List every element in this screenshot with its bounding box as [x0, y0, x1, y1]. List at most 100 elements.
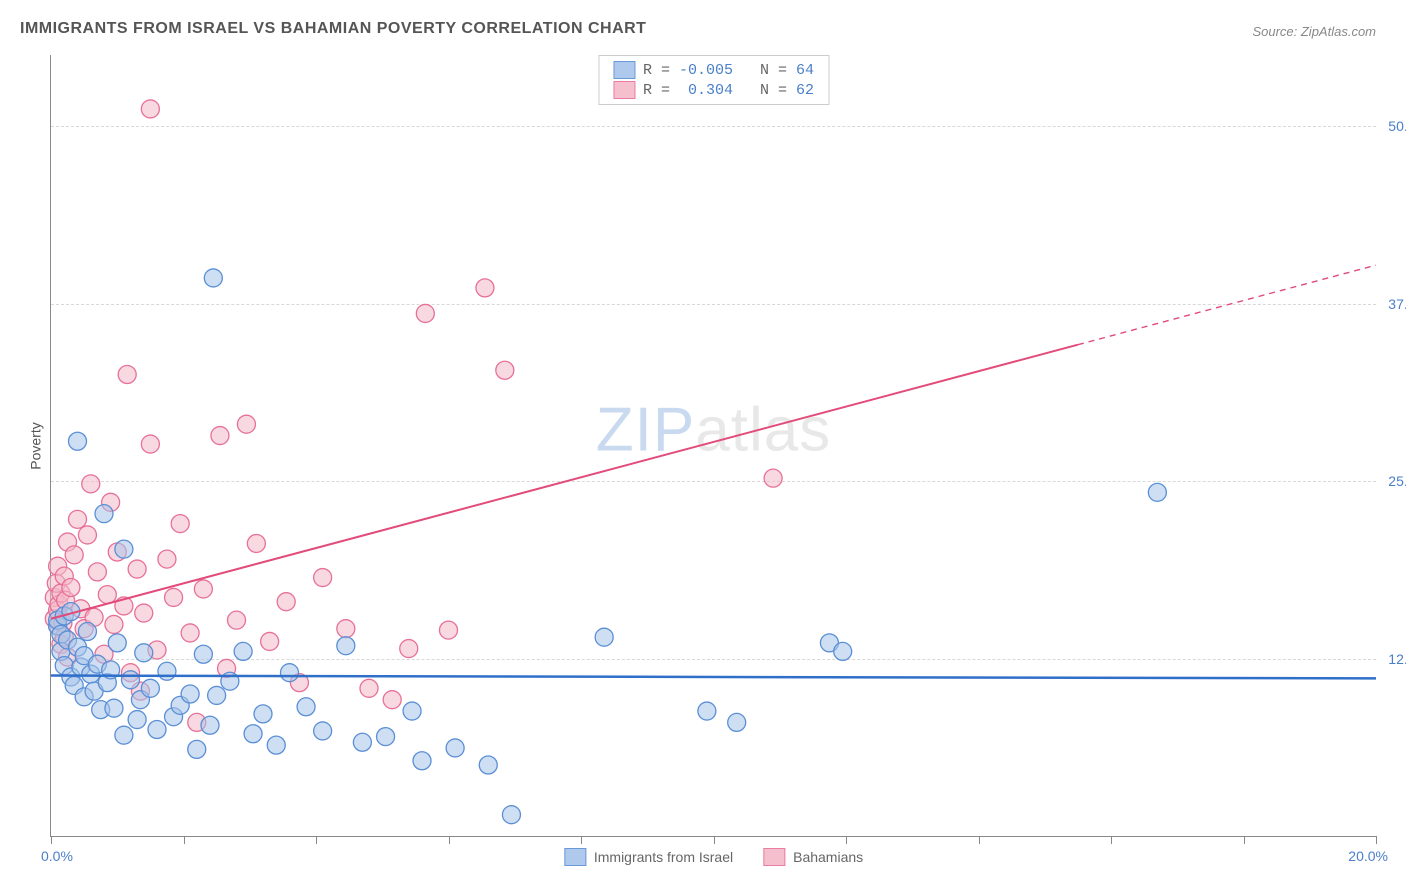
scatter-point [476, 279, 494, 297]
scatter-point [297, 698, 315, 716]
x-tick [714, 836, 715, 844]
scatter-point [194, 645, 212, 663]
legend-label-blue: Immigrants from Israel [594, 849, 733, 865]
scatter-point [314, 569, 332, 587]
scatter-point [201, 716, 219, 734]
legend-label-pink: Bahamians [793, 849, 863, 865]
source-attribution: Source: ZipAtlas.com [1252, 24, 1376, 39]
scatter-point [62, 579, 80, 597]
x-axis-min-label: 0.0% [41, 848, 73, 864]
x-tick [1111, 836, 1112, 844]
scatter-point [105, 615, 123, 633]
scatter-point [69, 510, 87, 528]
scatter-point [208, 686, 226, 704]
scatter-point [171, 515, 189, 533]
x-tick [316, 836, 317, 844]
scatter-point [181, 685, 199, 703]
scatter-point [165, 588, 183, 606]
scatter-svg [51, 55, 1376, 836]
scatter-point [281, 664, 299, 682]
x-tick [846, 836, 847, 844]
legend-row-pink: R = 0.304 N = 62 [613, 80, 814, 100]
scatter-point [377, 728, 395, 746]
scatter-point [234, 642, 252, 660]
r-blue: -0.005 [679, 62, 733, 79]
scatter-point [277, 593, 295, 611]
scatter-point [88, 563, 106, 581]
scatter-point [141, 100, 159, 118]
scatter-point [479, 756, 497, 774]
scatter-point [383, 691, 401, 709]
x-axis-max-label: 20.0% [1348, 848, 1388, 864]
scatter-point [204, 269, 222, 287]
scatter-point [211, 427, 229, 445]
scatter-point [95, 505, 113, 523]
scatter-point [261, 632, 279, 650]
scatter-point [135, 604, 153, 622]
scatter-point [764, 469, 782, 487]
scatter-point [337, 620, 355, 638]
scatter-point [360, 679, 378, 697]
scatter-point [115, 726, 133, 744]
scatter-point [135, 644, 153, 662]
scatter-point [128, 711, 146, 729]
correlation-legend: R = -0.005 N = 64 R = 0.304 N = 62 [598, 55, 829, 105]
scatter-point [194, 580, 212, 598]
scatter-point [158, 662, 176, 680]
scatter-point [118, 366, 136, 384]
scatter-point [65, 546, 83, 564]
scatter-point [228, 611, 246, 629]
y-tick-label: 37.5% [1388, 296, 1406, 312]
legend-stats-blue: R = -0.005 N = 64 [643, 62, 814, 79]
n-pink: 62 [796, 82, 814, 99]
r-pink: 0.304 [688, 82, 733, 99]
scatter-point [122, 671, 140, 689]
chart-title: IMMIGRANTS FROM ISRAEL VS BAHAMIAN POVER… [20, 20, 646, 38]
scatter-point [105, 699, 123, 717]
n-blue: 64 [796, 62, 814, 79]
x-tick [581, 836, 582, 844]
scatter-point [108, 634, 126, 652]
x-tick [184, 836, 185, 844]
scatter-point [496, 361, 514, 379]
x-tick [979, 836, 980, 844]
y-tick-label: 12.5% [1388, 651, 1406, 667]
legend-row-blue: R = -0.005 N = 64 [613, 60, 814, 80]
scatter-point [69, 432, 87, 450]
scatter-point [314, 722, 332, 740]
scatter-point [141, 435, 159, 453]
scatter-point [400, 640, 418, 658]
scatter-point [181, 624, 199, 642]
scatter-point [502, 806, 520, 824]
scatter-point [141, 679, 159, 697]
scatter-point [128, 560, 146, 578]
y-axis-label: Poverty [28, 422, 44, 469]
legend-item-blue: Immigrants from Israel [564, 848, 733, 866]
legend-swatch-pink [613, 81, 635, 99]
scatter-point [440, 621, 458, 639]
chart-plot-area: ZIPatlas R = -0.005 N = 64 R = 0.304 N =… [50, 55, 1376, 837]
legend-stats-pink: R = 0.304 N = 62 [643, 82, 814, 99]
x-tick [1376, 836, 1377, 844]
x-tick [449, 836, 450, 844]
scatter-point [78, 623, 96, 641]
scatter-point [247, 534, 265, 552]
scatter-point [98, 586, 116, 604]
trend-line [51, 345, 1078, 619]
scatter-point [237, 415, 255, 433]
scatter-point [148, 721, 166, 739]
y-tick-label: 25.0% [1388, 473, 1406, 489]
scatter-point [267, 736, 285, 754]
trend-line [51, 676, 1376, 679]
legend-swatch-pink-bottom [763, 848, 785, 866]
x-tick [1244, 836, 1245, 844]
scatter-point [403, 702, 421, 720]
scatter-point [446, 739, 464, 757]
trend-line-extrapolated [1078, 265, 1376, 345]
legend-swatch-blue [613, 61, 635, 79]
scatter-point [698, 702, 716, 720]
scatter-point [78, 526, 96, 544]
scatter-point [416, 304, 434, 322]
scatter-point [413, 752, 431, 770]
scatter-point [244, 725, 262, 743]
